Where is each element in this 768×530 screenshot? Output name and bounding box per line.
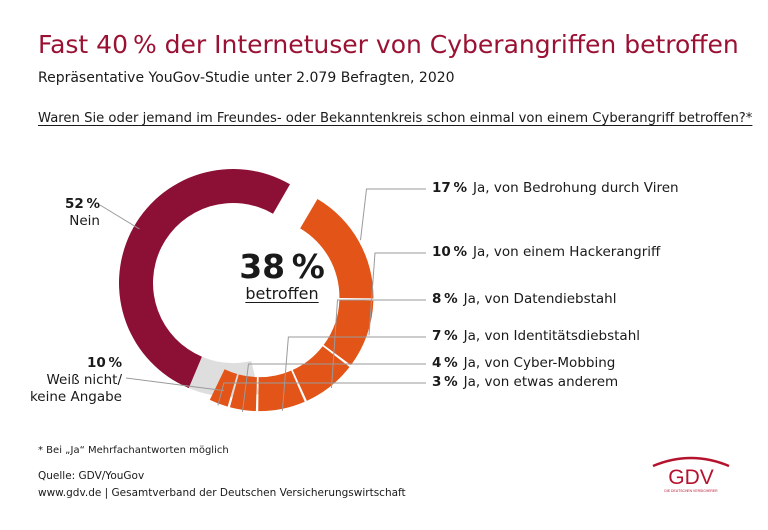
label-ja-percent: 10 % bbox=[432, 244, 468, 260]
label-nein-text: Nein bbox=[69, 213, 100, 229]
label-ja-percent: 7 % bbox=[432, 328, 458, 344]
label-ja-text: Ja, von Cyber-Mobbing bbox=[463, 355, 616, 371]
label-ja-3: 8 % Ja, von Datendiebstahl bbox=[432, 291, 616, 307]
leader-line-ja-4 bbox=[281, 336, 426, 411]
source-block: Quelle: GDV/YouGov www.gdv.de | Gesamtve… bbox=[38, 468, 406, 502]
slice-ja-2 bbox=[323, 299, 374, 366]
label-ja-percent: 17 % bbox=[432, 180, 468, 196]
label-ja-percent: 8 % bbox=[432, 291, 458, 307]
label-weiss-nicht: 10 % Weiß nicht/ keine Angabe bbox=[20, 355, 122, 406]
leader-line-ja-2 bbox=[368, 252, 426, 336]
leader-line-ja-3 bbox=[330, 299, 426, 389]
center-total-label: betroffen bbox=[245, 284, 319, 303]
label-ja-text: Ja, von Bedrohung durch Viren bbox=[473, 180, 679, 196]
label-ja-6: 3 % Ja, von etwas anderem bbox=[432, 374, 618, 390]
slice-ja-5 bbox=[229, 374, 257, 412]
slice-ja-6 bbox=[209, 369, 238, 407]
label-weiss-line2: keine Angabe bbox=[29, 389, 122, 405]
label-ja-text: Ja, von etwas anderem bbox=[463, 374, 619, 390]
label-ja-percent: 3 % bbox=[432, 374, 458, 390]
leader-line-ja-6 bbox=[217, 382, 426, 406]
slice-ja-3 bbox=[292, 346, 350, 401]
survey-question: Waren Sie oder jemand im Freundes- oder … bbox=[38, 111, 753, 126]
label-ja-percent: 4 % bbox=[432, 355, 458, 371]
logo-tagline: DIE DEUTSCHEN VERSICHERER bbox=[664, 489, 718, 493]
label-ja-text: Ja, von einem Hackerangriff bbox=[473, 244, 661, 260]
logo-text: GDV bbox=[668, 466, 714, 489]
leader-line-ja-5 bbox=[241, 363, 426, 412]
slice-ja-4 bbox=[258, 370, 305, 412]
source-line: Quelle: GDV/YouGov bbox=[38, 470, 145, 482]
center-total-value: 38 % bbox=[239, 247, 325, 286]
footnote: * Bei „Ja“ Mehrfachantworten möglich bbox=[38, 445, 229, 456]
label-ja-text: Ja, von Datendiebstahl bbox=[463, 291, 617, 307]
label-ja-5: 4 % Ja, von Cyber-Mobbing bbox=[432, 355, 615, 371]
slice-ja-1 bbox=[300, 199, 374, 299]
label-nein-percent: 52 % bbox=[64, 196, 100, 212]
label-ja-2: 10 % Ja, von einem Hackerangriff bbox=[432, 244, 660, 260]
leader-line-weiss bbox=[125, 377, 225, 392]
leader-line-nein bbox=[99, 204, 140, 230]
label-ja-1: 17 % Ja, von Bedrohung durch Viren bbox=[432, 180, 679, 196]
chart-subtitle: Repräsentative YouGov-Studie unter 2.079… bbox=[38, 70, 455, 86]
label-weiss-line1: Weiß nicht/ bbox=[46, 372, 122, 388]
logo-arc-icon bbox=[652, 456, 730, 468]
slice-nein bbox=[119, 169, 291, 389]
gdv-logo: GDV DIE DEUTSCHEN VERSICHERER bbox=[652, 456, 730, 493]
publisher-line: www.gdv.de | Gesamtverband der Deutschen… bbox=[38, 487, 406, 499]
leader-line-ja-1 bbox=[360, 188, 426, 241]
label-ja-text: Ja, von Identitätsdiebstahl bbox=[463, 328, 641, 344]
chart-title: Fast 40 % der Internetuser von Cyberangr… bbox=[38, 30, 739, 59]
label-ja-4: 7 % Ja, von Identitätsdiebstahl bbox=[432, 328, 640, 344]
label-nein: 52 % Nein bbox=[44, 196, 100, 230]
label-weiss-percent: 10 % bbox=[86, 355, 122, 371]
